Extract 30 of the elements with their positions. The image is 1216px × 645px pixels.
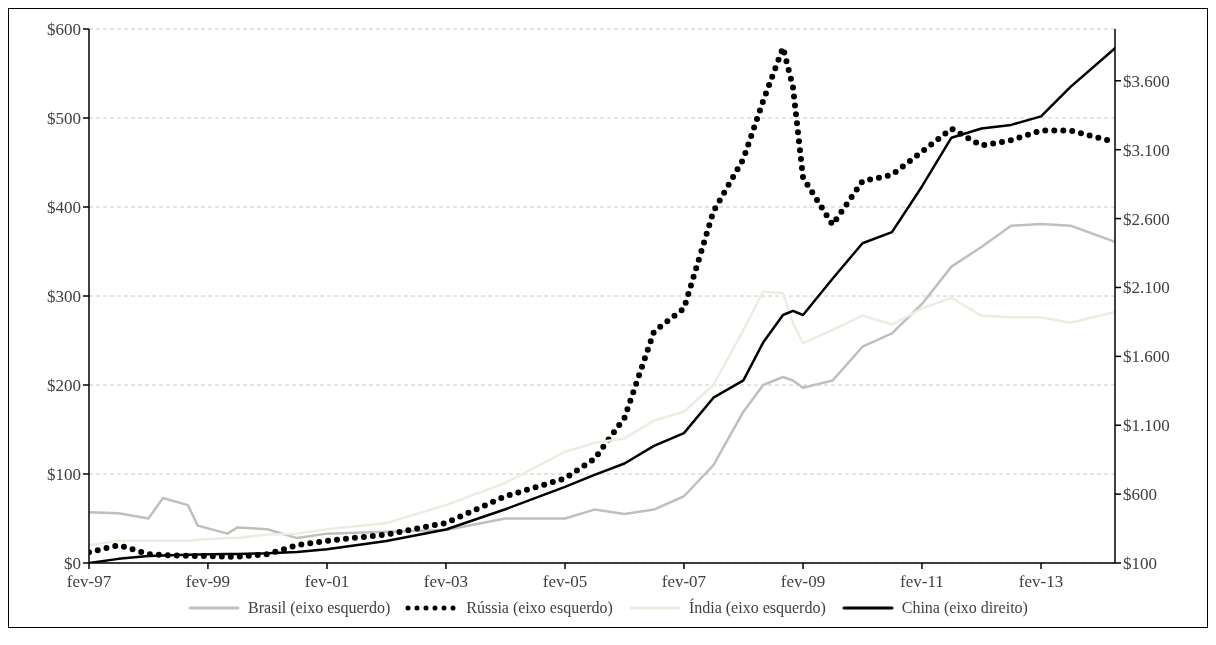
x-tick-label: fev-09 xyxy=(780,572,826,592)
y-tick-label: $600 xyxy=(47,20,81,40)
x-tick-label: fev-01 xyxy=(304,572,350,592)
x-tick-label: fev-13 xyxy=(1018,572,1064,592)
x-tick-label: fev-05 xyxy=(542,572,588,592)
y2-tick-label: $1.100 xyxy=(1123,416,1170,436)
legend-label: China (eixo direito) xyxy=(901,599,1028,617)
line-series xyxy=(89,290,1115,547)
y2-tick-label: $2.600 xyxy=(1123,209,1170,229)
x-tick-label: fev-97 xyxy=(66,572,112,592)
y-tick-label: $100 xyxy=(47,465,81,485)
x-tick-label: fev-99 xyxy=(185,572,231,592)
y2-tick-label: $600 xyxy=(1123,485,1157,505)
legend-label: Rússia (eixo esquerdo) xyxy=(466,599,613,617)
y-tick-label: $400 xyxy=(47,198,81,218)
y-tick-label: $0 xyxy=(64,554,81,574)
y2-tick-label: $3.100 xyxy=(1123,140,1170,160)
x-tick-label: fev-11 xyxy=(900,572,944,592)
y-tick-label: $300 xyxy=(47,287,81,307)
y-tick-label: $200 xyxy=(47,376,81,396)
y2-tick-label: $2.100 xyxy=(1123,278,1170,298)
line-series xyxy=(89,222,1115,540)
x-tick-label: fev-03 xyxy=(423,572,469,592)
legend-label: Brasil (eixo esquerdo) xyxy=(248,599,391,617)
y2-tick-label: $100 xyxy=(1123,554,1157,574)
y2-tick-label: $3.600 xyxy=(1123,71,1170,91)
y2-tick-label: $1.600 xyxy=(1123,347,1170,367)
y-tick-label: $500 xyxy=(47,109,81,129)
legend-label: Índia (eixo esquerdo) xyxy=(688,599,826,617)
x-tick-label: fev-07 xyxy=(661,572,707,592)
